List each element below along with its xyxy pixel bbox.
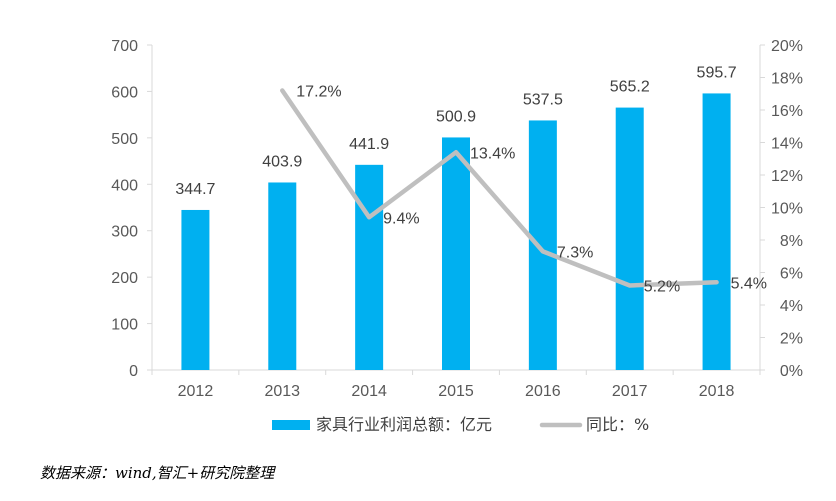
yoy-line [280, 88, 719, 288]
y-left-tick-label: 100 [111, 317, 138, 334]
bar [702, 93, 731, 371]
x-tick-label: 2012 [178, 383, 214, 400]
line-value-label: 9.4% [383, 210, 419, 227]
y-right-tick-label: 4% [780, 298, 803, 315]
line-value-label: 17.2% [296, 84, 341, 101]
y-right-tick-label: 18% [771, 71, 803, 88]
y-left-tick-label: 200 [111, 270, 138, 287]
line-value-label: 5.2% [644, 279, 680, 296]
y-right-tick-label: 0% [780, 363, 803, 380]
y-right-tick-label: 20% [771, 38, 803, 55]
y-right-tick-label: 10% [771, 201, 803, 218]
y-left-tick-label: 500 [111, 131, 138, 148]
y-left-tick-label: 0 [129, 363, 138, 380]
y-left-tick-label: 300 [111, 224, 138, 241]
y-right-tick-label: 6% [780, 266, 803, 283]
y-right-tick-label: 14% [771, 136, 803, 153]
line-series [280, 88, 719, 288]
bar [355, 164, 384, 370]
y-left-tick-label: 700 [111, 38, 138, 55]
legend-bar-label: 家具行业利润总额：亿元 [316, 415, 492, 434]
x-tick-label: 2013 [264, 383, 300, 400]
y-right-tick-label: 2% [780, 331, 803, 348]
axes: 0 100 200 300 400 500 600 700 0% 2% 4% 6% 8% 10% 12% 14… [111, 38, 803, 400]
bar [181, 209, 210, 370]
bar [268, 182, 297, 370]
x-tick-label: 2017 [612, 383, 648, 400]
line-value-label: 13.4% [470, 145, 515, 162]
y-right-tick-label: 8% [780, 233, 803, 250]
bar-value-label: 344.7 [175, 181, 215, 198]
legend-bar-swatch [272, 420, 310, 430]
y-left-tick-label: 400 [111, 177, 138, 194]
x-tick-label: 2018 [699, 383, 735, 400]
y-left-tick-label: 600 [111, 84, 138, 101]
bar-value-label: 500.9 [436, 108, 476, 125]
bar-value-label: 537.5 [523, 91, 563, 108]
bar-value-label: 441.9 [349, 136, 389, 153]
bar [528, 120, 557, 370]
y-right-tick-label: 16% [771, 103, 803, 120]
legend: 家具行业利润总额：亿元 同比：% [272, 415, 649, 434]
bar-value-label: 403.9 [262, 153, 302, 170]
line-value-label: 7.3% [557, 244, 593, 261]
line-value-label: 5.4% [731, 275, 767, 292]
x-tick-label: 2015 [438, 383, 474, 400]
x-tick-label: 2016 [525, 383, 561, 400]
bar-value-label: 565.2 [610, 79, 650, 96]
bar-value-label: 595.7 [697, 64, 737, 81]
bar-series [181, 93, 731, 371]
source-note: 数据来源：wind,智汇+研究院整理 [40, 464, 275, 482]
data-labels: 344.7 403.9 441.9 500.9 537.5 565.2 595.7 17.2%… [175, 64, 767, 295]
y-right-tick-label: 12% [771, 168, 803, 185]
bar [442, 137, 470, 370]
bar [615, 107, 644, 370]
legend-line-label: 同比：% [586, 415, 649, 434]
x-tick-label: 2014 [351, 383, 387, 400]
